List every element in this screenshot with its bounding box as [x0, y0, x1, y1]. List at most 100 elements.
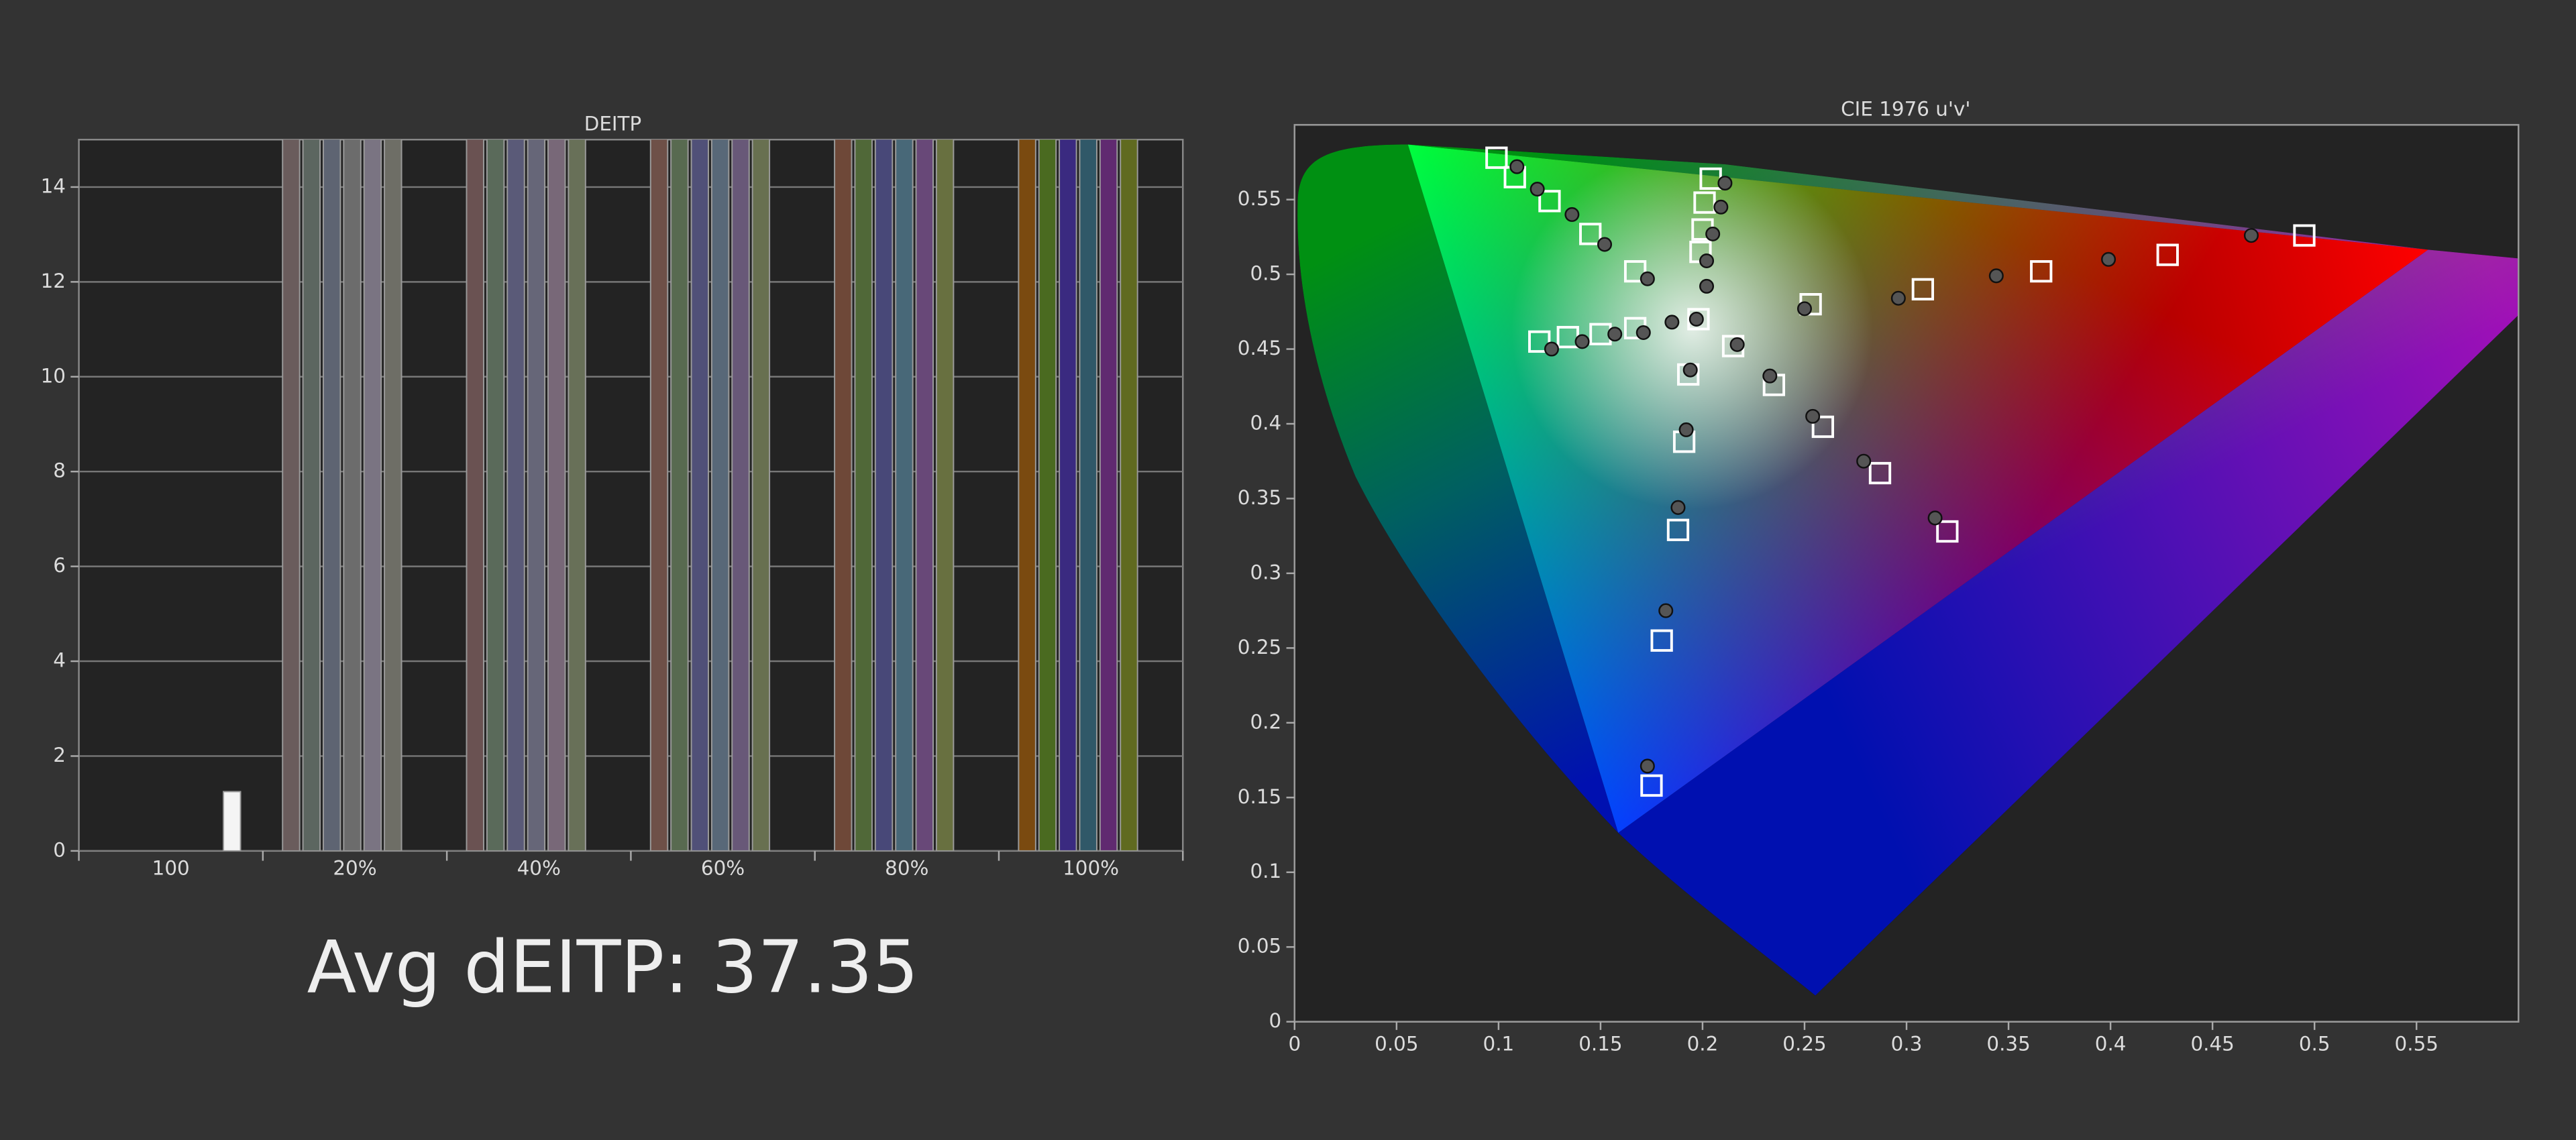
x-tick-label: 0.15 [1578, 1032, 1622, 1055]
target-marker [2030, 260, 2053, 283]
x-tick-label: 0.05 [1375, 1032, 1418, 1055]
gamut-diagram [1297, 144, 2519, 996]
y-tick-label: 0.45 [1238, 337, 1281, 359]
measured-marker [1597, 237, 1613, 252]
bar [1120, 139, 1138, 851]
bar [506, 139, 525, 851]
target-marker [1666, 518, 1690, 541]
bar [384, 139, 402, 851]
measured-marker [2243, 228, 2259, 243]
measured-marker [1927, 510, 1943, 526]
bar [322, 139, 341, 851]
measured-marker [2101, 251, 2116, 267]
bar [690, 139, 709, 851]
x-tick-label: 100% [1063, 856, 1119, 879]
bar [731, 139, 750, 851]
plot-layer [1485, 146, 2316, 797]
bar [834, 139, 853, 851]
bar [302, 139, 321, 851]
measured-marker [1658, 603, 1674, 618]
cie-chart: CIE 1976 u'v' 0 0.05 0.1 0.15 0.2 0.25 0.3 0.35… [1238, 98, 2520, 1055]
target-marker [1579, 223, 1602, 245]
y-tick-label: 0.05 [1238, 935, 1281, 958]
target-marker [1693, 191, 1716, 214]
x-tick-label: 0.45 [2190, 1032, 2234, 1055]
x-tick-label: 100 [152, 856, 190, 879]
measured-marker [1729, 337, 1745, 352]
bar [343, 139, 362, 851]
measured-marker [1664, 315, 1680, 330]
y-tick-label: 0 [53, 838, 66, 861]
bar [935, 139, 955, 851]
measured-marker [1529, 181, 1545, 197]
target-marker [2156, 243, 2179, 266]
x-tick-label: 0 [1288, 1032, 1301, 1055]
y-tick-label: 0 [1269, 1009, 1282, 1032]
x-tick-label: 0.25 [1782, 1032, 1826, 1055]
bar [874, 139, 894, 851]
target-marker [1936, 520, 1959, 543]
y-tick-label: 0.5 [1250, 262, 1281, 285]
target-marker [1485, 146, 1508, 169]
measured-marker [1509, 159, 1525, 174]
y-tick-label: 10 [41, 364, 66, 387]
bar [710, 139, 730, 851]
measured-marker [1635, 325, 1651, 341]
measured-marker [1607, 327, 1623, 342]
measured-marker [1640, 758, 1655, 774]
bar [547, 139, 566, 851]
measured-marker [1699, 278, 1715, 294]
target-marker [2293, 224, 2316, 247]
y-tick-label: 0.3 [1250, 561, 1281, 583]
target-marker [1538, 190, 1561, 213]
x-tick-label: 0.1 [1483, 1032, 1515, 1055]
plot-area [78, 138, 1184, 852]
bar [1038, 139, 1057, 851]
y-tick-label: 2 [53, 744, 66, 766]
y-tick-label: 0.25 [1238, 636, 1281, 659]
x-tick-label: 0.2 [1687, 1032, 1719, 1055]
y-tick-label: 14 [41, 174, 66, 197]
y-tick-label: 8 [53, 459, 66, 482]
measured-marker [1688, 311, 1704, 327]
target-marker [1687, 308, 1710, 331]
y-tick-label: 0.1 [1250, 860, 1281, 882]
x-tick-label: 40% [517, 856, 561, 879]
x-tick-label: 0.55 [2395, 1032, 2438, 1055]
y-tick-label: 4 [53, 649, 66, 672]
y-tick-label: 0.4 [1250, 411, 1281, 434]
target-marker [1868, 461, 1892, 485]
measured-marker [1574, 334, 1590, 349]
deitp-chart: DEITP Avg dEITP: 37.35 0 2 4 6 8 10 12 14 100 20%… [41, 113, 1184, 1009]
measured-marker [1699, 253, 1715, 269]
bar [527, 139, 546, 851]
x-tick-label: 20% [333, 856, 376, 879]
bar [568, 139, 586, 851]
bar [1099, 139, 1118, 851]
bar [486, 139, 505, 851]
bar [223, 791, 241, 851]
bar [854, 139, 873, 851]
y-tick-label: 0.15 [1238, 785, 1281, 808]
x-tick-label: 80% [885, 856, 928, 879]
y-tick-label: 0.35 [1238, 486, 1281, 509]
bar [670, 139, 689, 851]
target-marker [1528, 330, 1551, 353]
measured-marker [1713, 199, 1729, 215]
measured-marker [1796, 301, 1813, 317]
x-tick-label: 0.5 [2299, 1032, 2330, 1055]
measured-marker [1988, 268, 2004, 284]
measured-marker [1670, 500, 1686, 515]
bar [915, 139, 934, 851]
chart-title: DEITP [584, 113, 642, 135]
measured-marker [1762, 368, 1778, 384]
bar [1018, 139, 1036, 851]
bar [466, 139, 484, 851]
measured-marker [1705, 226, 1721, 241]
plot-layer [78, 139, 1183, 851]
bar [1079, 139, 1097, 851]
annotation: Avg dEITP: 37.35 [307, 925, 919, 1009]
chart-title: CIE 1976 u'v' [1841, 98, 1970, 121]
